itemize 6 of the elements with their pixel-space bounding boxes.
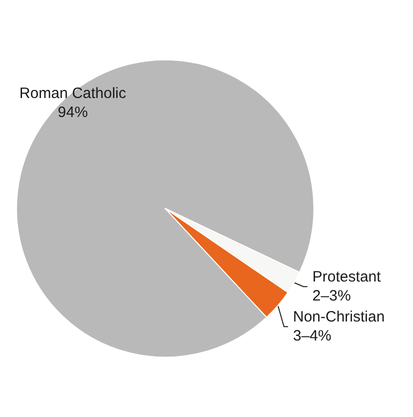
- slice-label: Roman Catholic: [19, 84, 127, 102]
- slice-label: Non-Christian: [292, 308, 385, 326]
- data-label: 2–3%: [312, 288, 351, 305]
- data-label: 94%: [58, 104, 88, 121]
- slice-label: Protestant: [312, 268, 382, 286]
- data-label: 3–4%: [292, 328, 332, 345]
